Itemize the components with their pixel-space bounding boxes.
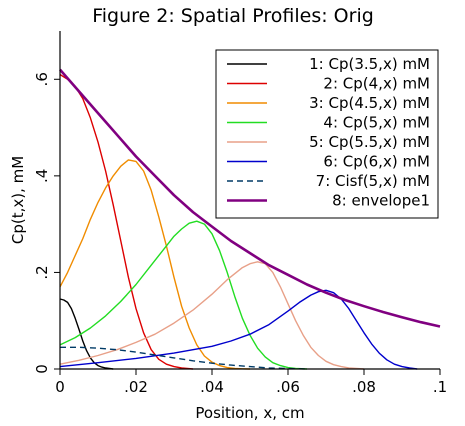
y-tick-label: 0 [33,364,51,374]
legend-label-1: 1: Cp(3.5,x) mM [309,55,430,73]
series-line-6 [59,289,418,370]
x-ticks: 0 .02 .04 .06 .08 .1 [55,369,447,396]
series-line-3 [59,159,251,370]
x-tick-label: .1 [433,378,447,396]
x-axis-label: Position, x, cm [195,404,304,422]
legend-label-5: 5: Cp(5.5,x) mM [309,133,430,151]
chart-title: Figure 2: Spatial Profiles: Orig [92,5,374,27]
legend-label-4: 4: Cp(5,x) mM [323,114,430,132]
x-tick-label: .06 [276,378,300,396]
legend-box [215,49,439,219]
y-tick-label: .4 [33,169,51,183]
x-tick-label: 0 [55,378,65,396]
series-line-7 [60,346,308,370]
y-axis-label: Cp(t,x), mM [9,156,27,244]
legend-label-3: 3: Cp(4.5,x) mM [309,94,430,112]
y-ticks: 0 .2 .4 .6 [33,72,60,374]
series-layer [59,68,441,370]
plot-area: 0 .02 .04 .06 .08 .1 0 .2 .4 .6 [33,31,447,396]
legend: 1: Cp(3.5,x) mM 2: Cp(4,x) mM3: Cp(4.5,x)… [215,49,439,219]
series-line-2 [59,73,194,370]
x-tick-label: .04 [200,378,224,396]
legend-label-8: 8: envelope1 [332,192,430,210]
y-tick-label: .2 [33,265,51,279]
x-tick-label: .08 [352,378,376,396]
y-tick-label: .6 [33,72,51,86]
legend-label-2: 2: Cp(4,x) mM [323,75,430,93]
legend-label-6: 6: Cp(6,x) mM [323,153,430,171]
series-line-8 [59,68,441,328]
series-line-1 [59,298,114,370]
legend-label-7: 7: Cisf(5,x) mM [316,172,430,190]
x-tick-label: .02 [124,378,148,396]
legend-items: 1: Cp(3.5,x) mM 2: Cp(4,x) mM3: Cp(4.5,x)… [227,55,430,210]
series-line-4 [59,220,308,370]
